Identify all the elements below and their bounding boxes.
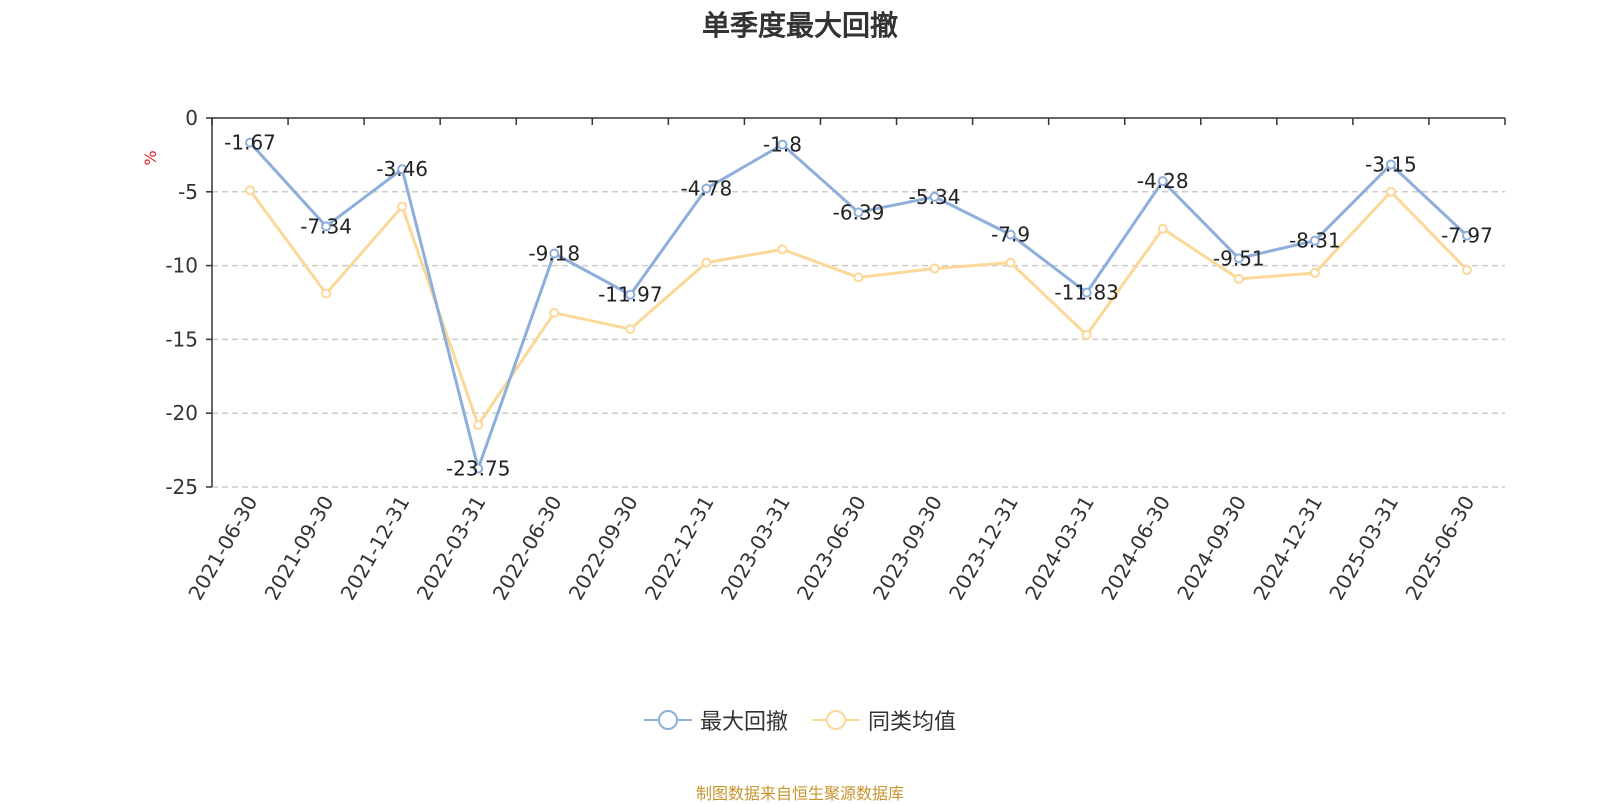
data-label: -6.39 xyxy=(833,200,885,224)
x-tick-label: 2022-12-31 xyxy=(640,492,719,605)
data-label: -8.31 xyxy=(1289,229,1341,253)
data-label: -3.15 xyxy=(1365,152,1417,176)
y-tick-label: 0 xyxy=(185,106,198,130)
data-point xyxy=(625,289,636,300)
data-source-note: 制图数据来自恒生聚源数据库 xyxy=(695,784,904,803)
data-label: -4.78 xyxy=(681,177,733,201)
x-tick-label: 2025-06-30 xyxy=(1400,492,1479,605)
data-label: -7.9 xyxy=(991,223,1030,247)
data-label: -23.75 xyxy=(446,457,510,481)
data-labels: -1.67 -7.34 -3.46 -23.75 -9.18 -11.97 -4.78 -1.… xyxy=(224,131,1493,481)
legend-label: 最大回撤 xyxy=(699,710,788,735)
data-label: -5.34 xyxy=(909,185,961,209)
data-point xyxy=(245,185,256,196)
x-tick-label: 2021-06-30 xyxy=(183,492,262,605)
y-tick-label: -10 xyxy=(165,254,198,278)
axes: 0 -5 -10 -15 -20 -252021-06-302021-09-302021-… xyxy=(165,106,1506,605)
legend-swatch-icon xyxy=(812,708,860,732)
legend: 最大回撤 同类均值 xyxy=(0,704,1600,736)
data-label: -1.67 xyxy=(224,131,276,155)
data-label: -3.46 xyxy=(376,157,428,181)
x-tick-label: 2025-03-31 xyxy=(1324,492,1403,605)
data-point xyxy=(853,207,864,218)
series-lines xyxy=(245,137,1472,474)
data-label: -7.97 xyxy=(1441,224,1493,248)
x-tick-label: 2023-03-31 xyxy=(716,492,795,605)
x-tick-label: 2024-06-30 xyxy=(1096,492,1175,605)
x-tick-label: 2022-09-30 xyxy=(564,492,643,605)
data-point xyxy=(1233,273,1244,284)
data-label: -9.18 xyxy=(528,241,580,265)
x-tick-label: 2021-12-31 xyxy=(336,492,415,605)
legend-item-max-drawdown[interactable]: 最大回撤 xyxy=(643,704,788,736)
x-tick-label: 2024-03-31 xyxy=(1020,492,1099,605)
data-point xyxy=(853,272,864,283)
data-point xyxy=(625,324,636,335)
x-tick-label: 2024-12-31 xyxy=(1248,492,1327,605)
data-point xyxy=(397,164,408,175)
x-tick-label: 2023-09-30 xyxy=(868,492,947,605)
data-label: -11.97 xyxy=(598,283,662,307)
data-point xyxy=(1081,329,1092,340)
x-tick-label: 2023-06-30 xyxy=(792,492,871,605)
y-tick-label: -25 xyxy=(165,475,198,499)
data-label: -1.8 xyxy=(763,133,802,157)
data-point xyxy=(1081,287,1092,298)
x-tick-label: 2023-12-31 xyxy=(944,492,1023,605)
data-point xyxy=(549,248,560,259)
data-point xyxy=(321,288,332,299)
data-point xyxy=(1157,176,1168,187)
data-point xyxy=(321,221,332,232)
y-axis-unit-label: % xyxy=(141,150,160,165)
data-point xyxy=(397,201,408,212)
data-point xyxy=(473,463,484,474)
legend-swatch-icon xyxy=(643,708,692,732)
data-point xyxy=(1309,267,1320,278)
data-point xyxy=(1233,253,1244,264)
data-point xyxy=(1385,186,1396,197)
data-point xyxy=(1005,257,1016,268)
series-line-1 xyxy=(248,189,1469,427)
y-tick-label: -5 xyxy=(178,180,198,204)
data-label: -9.51 xyxy=(1213,246,1265,270)
y-tick-label: -15 xyxy=(165,327,198,351)
data-point xyxy=(1385,159,1396,170)
data-point xyxy=(549,307,560,318)
data-point xyxy=(1461,265,1472,276)
data-point xyxy=(701,183,712,194)
data-point xyxy=(929,263,940,274)
legend-item-peer-average[interactable]: 同类均值 xyxy=(812,704,956,736)
data-point xyxy=(1157,223,1168,234)
data-point xyxy=(777,139,788,150)
legend-label: 同类均值 xyxy=(868,710,957,735)
x-tick-label: 2024-09-30 xyxy=(1172,492,1251,605)
data-point xyxy=(1309,235,1320,246)
data-point xyxy=(777,244,788,255)
data-point xyxy=(929,191,940,202)
data-point xyxy=(245,137,256,148)
data-label: -7.34 xyxy=(300,214,352,238)
x-tick-label: 2021-09-30 xyxy=(260,492,339,605)
data-point xyxy=(1005,229,1016,240)
data-point xyxy=(1461,230,1472,241)
data-point xyxy=(473,420,484,431)
data-label: -4.28 xyxy=(1137,169,1189,193)
data-point xyxy=(701,257,712,268)
x-tick-label: 2022-03-31 xyxy=(412,492,491,605)
data-label: -11.83 xyxy=(1054,281,1118,305)
y-tick-label: -20 xyxy=(165,401,198,425)
chart-title: 单季度最大回撤 xyxy=(701,9,898,42)
x-tick-label: 2022-06-30 xyxy=(488,492,567,605)
